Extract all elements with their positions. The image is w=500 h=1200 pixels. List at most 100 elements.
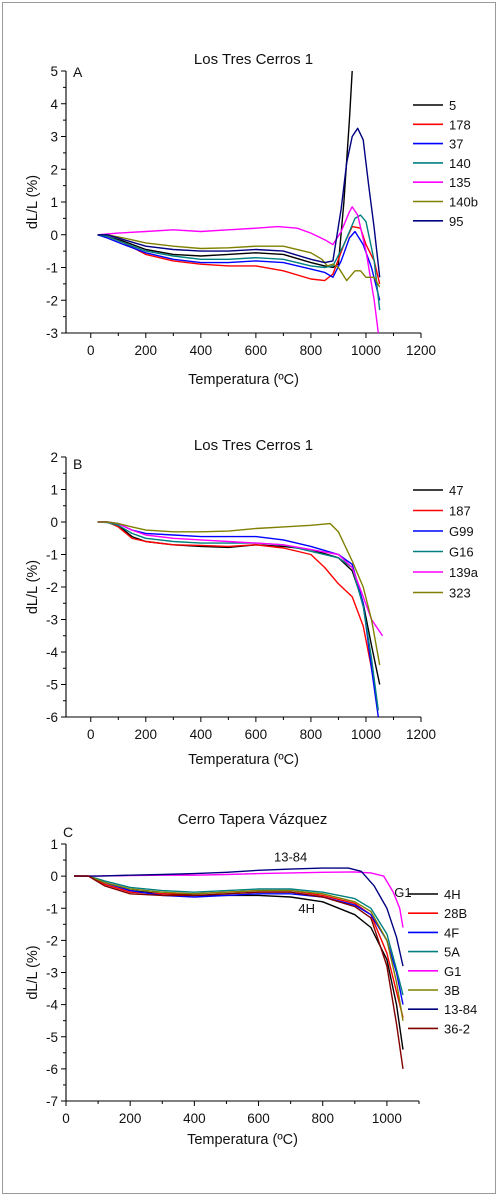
y-tick-label: -1 [46, 901, 58, 916]
panel-label: B [73, 456, 82, 472]
legend-label-G99: G99 [449, 524, 474, 539]
chart-panel-c: Cerro Tapera Vázquez C1 0 -1 -2 -3 -4 -5 -6 -7 0 20… [25, 811, 477, 1148]
x-tick-label: 600 [247, 1111, 270, 1126]
y-tick-label: 0 [50, 515, 58, 530]
y-tick-label: -5 [46, 678, 58, 693]
x-tick-label: 400 [190, 343, 213, 358]
x-tick-label: 1200 [406, 727, 436, 742]
legend-label-36-2: 36-2 [444, 1021, 470, 1036]
series-group [97, 521, 384, 717]
panel-label: C [63, 824, 73, 840]
series-group [74, 867, 404, 1070]
y-tick-label: -2 [46, 293, 58, 308]
legend-label-135: 135 [449, 175, 471, 190]
y-tick-label: -3 [46, 966, 58, 981]
legend-label-178: 178 [449, 117, 471, 132]
x-tick-label: 600 [245, 343, 268, 358]
legend-label-13-84: 13-84 [444, 1002, 477, 1017]
legend-label-37: 37 [449, 137, 463, 152]
y-tick-label: -1 [46, 548, 58, 563]
x-tick-label: 1000 [351, 727, 381, 742]
series-group [97, 70, 381, 333]
series-line-139a [97, 521, 384, 637]
x-tick-label: 200 [135, 343, 158, 358]
x-tick-label: 800 [300, 343, 323, 358]
y-tick-label: 1 [50, 837, 58, 852]
y-tick-label: -6 [46, 1062, 58, 1077]
y-tick-label: -1 [46, 261, 58, 276]
y-tick-label: -4 [46, 998, 58, 1013]
y-tick-label: 1 [50, 195, 58, 210]
x-tick-label: 1000 [351, 343, 381, 358]
legend-label-28B: 28B [444, 906, 467, 921]
x-tick-label: 200 [119, 1111, 142, 1126]
y-tick-label: 1 [50, 483, 58, 498]
y-tick-label: -2 [46, 580, 58, 595]
legend-label-47: 47 [449, 483, 463, 498]
y-tick-label: 4 [50, 97, 58, 112]
series-line-G99 [97, 521, 379, 717]
x-axis-label: Temperatura (ºC) [188, 752, 299, 768]
y-axis-label: dL/L (%) [25, 945, 41, 999]
y-tick-label: 0 [50, 228, 58, 243]
y-tick-label: -6 [46, 710, 58, 725]
y-tick-label: -3 [46, 613, 58, 628]
x-tick-label: 800 [311, 1111, 334, 1126]
annotation-G1: G1 [394, 885, 411, 900]
y-tick-label: -5 [46, 1030, 58, 1045]
x-tick-label: 600 [245, 727, 268, 742]
series-line-37 [97, 230, 381, 301]
series-line-140b [97, 234, 381, 288]
y-tick-label: 2 [50, 450, 58, 465]
legend-label-5A: 5A [444, 945, 460, 960]
y-tick-label: -7 [46, 1094, 58, 1109]
legend-label-5: 5 [449, 98, 456, 113]
series-line-G16 [97, 521, 379, 711]
y-tick-label: 2 [50, 162, 58, 177]
legend-label-139a: 139a [449, 565, 479, 580]
legend-label-G16: G16 [449, 545, 474, 560]
legend-label-323: 323 [449, 586, 471, 601]
legend-label-4F: 4F [444, 925, 459, 940]
x-tick-label: 0 [87, 727, 95, 742]
legend-label-140b: 140b [449, 195, 478, 210]
x-axis-label: Temperatura (ºC) [188, 372, 299, 388]
legend-label-187: 187 [449, 504, 471, 519]
series-line-5A [74, 875, 404, 996]
annotation-4H: 4H [298, 901, 315, 916]
legend-label-95: 95 [449, 214, 463, 229]
legend-label-G1: G1 [444, 964, 461, 979]
legend-label-3B: 3B [444, 983, 460, 998]
x-tick-label: 0 [87, 343, 95, 358]
y-tick-label: 5 [50, 64, 58, 79]
chart-title: Cerro Tapera Vázquez [178, 811, 328, 828]
series-line-36-2 [74, 875, 404, 1070]
annotation-13-84: 13-84 [274, 850, 307, 865]
panel-label: A [73, 64, 83, 80]
x-tick-label: 1200 [406, 343, 436, 358]
series-line-95 [97, 127, 381, 278]
legend-label-4H: 4H [444, 887, 461, 902]
x-tick-label: 400 [190, 727, 213, 742]
x-tick-label: 400 [183, 1111, 206, 1126]
y-axis-label: dL/L (%) [25, 175, 41, 229]
chart-title: Los Tres Cerros 1 [194, 437, 313, 454]
y-axis-label: dL/L (%) [25, 560, 41, 614]
series-line-135 [97, 206, 379, 333]
y-tick-label: -4 [46, 645, 58, 660]
y-tick-label: 3 [50, 130, 58, 145]
chart-panel-b: Los Tres Cerros 1 B2 1 0 -1 -2 -3 -4 -5 -6 0 200 400… [25, 437, 479, 768]
x-tick-label: 200 [135, 727, 158, 742]
series-line-187 [97, 521, 378, 705]
series-line-13-84 [74, 867, 404, 967]
series-line-4F [74, 875, 404, 1005]
chart-title: Los Tres Cerros 1 [194, 51, 313, 68]
y-tick-label: -3 [46, 326, 58, 341]
series-line-5 [97, 70, 353, 269]
series-line-323 [97, 521, 381, 666]
series-line-28B [74, 875, 404, 1018]
x-tick-label: 0 [62, 1111, 70, 1126]
